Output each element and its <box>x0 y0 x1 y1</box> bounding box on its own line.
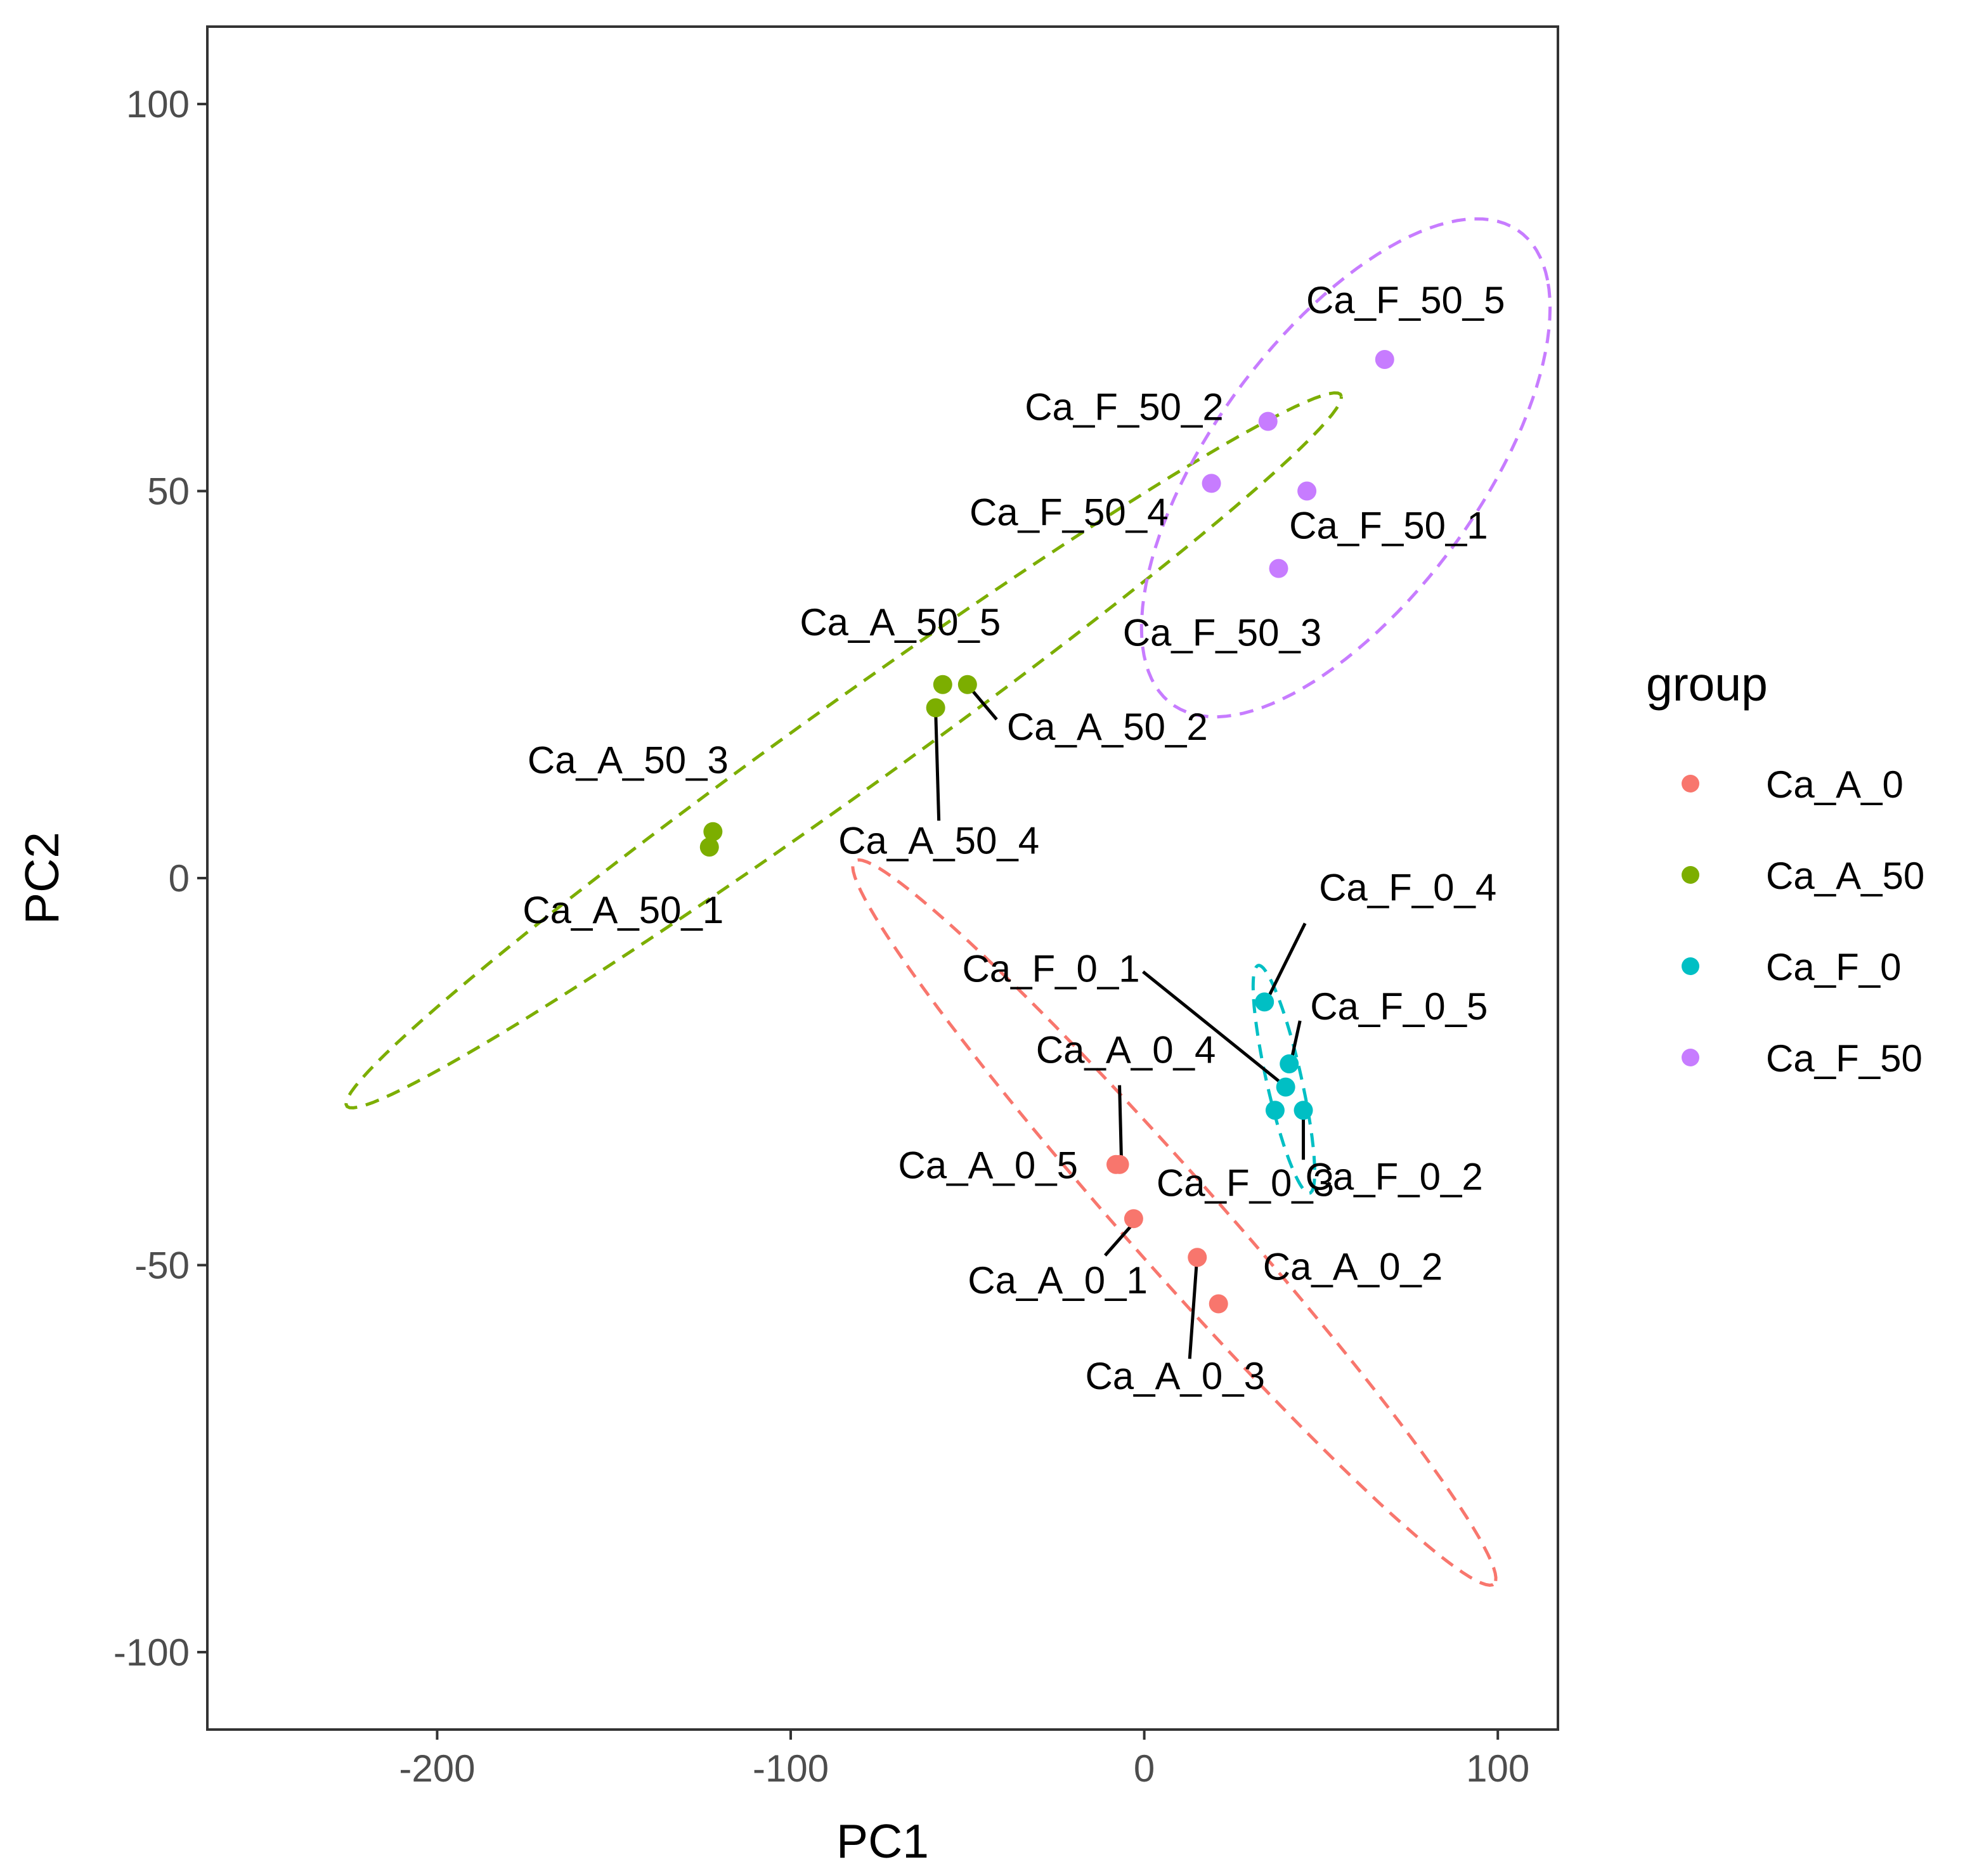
data-point-ca-f-0-1 <box>1276 1077 1295 1097</box>
point-label-ca-f-0-4: Ca_F_0_4 <box>1319 866 1496 909</box>
label-segment-ca-f-0-5 <box>1289 1020 1302 1062</box>
x-tick-label: -100 <box>753 1747 829 1790</box>
data-point-ca-a-0-5 <box>1106 1155 1126 1174</box>
x-tick-label: 100 <box>1466 1747 1529 1790</box>
data-point-ca-a-0-2 <box>1209 1294 1228 1314</box>
ellipse-ca-a-50 <box>344 391 1343 1109</box>
point-label-ca-a-50-5: Ca_A_50_5 <box>800 601 1001 644</box>
data-point-ca-a-50-1 <box>699 838 719 857</box>
point-label-ca-a-50-3: Ca_A_50_3 <box>528 739 729 782</box>
legend-label-ca-f-50: Ca_F_50 <box>1766 1037 1923 1080</box>
data-point-ca-a-0-3 <box>1188 1248 1207 1267</box>
data-point-ca-a-0-1 <box>1124 1209 1143 1229</box>
y-tick-label: 50 <box>147 470 190 513</box>
data-point-ca-f-50-1 <box>1297 481 1317 501</box>
legend-label-ca-a-50: Ca_A_50 <box>1766 855 1924 897</box>
data-point-ca-f-0-2 <box>1294 1101 1313 1120</box>
point-label-layer: Ca_A_0_1 Ca_A_0_2 Ca_A_0_3 Ca_A_0_4 Ca_A_0_5… <box>522 279 1505 1397</box>
label-segment-ca-f-0-1 <box>1142 970 1285 1086</box>
label-segment-ca-a-50-4 <box>934 711 941 821</box>
point-label-ca-a-0-3: Ca_A_0_3 <box>1085 1355 1265 1397</box>
point-label-ca-f-50-1: Ca_F_50_1 <box>1289 505 1488 547</box>
x-tick-label: 0 <box>1134 1747 1155 1790</box>
axis-layer: -200 -100 0 100 -100 -50 0 50 100 <box>113 83 1529 1790</box>
y-axis-title: PC2 <box>15 832 68 924</box>
point-label-ca-a-0-1: Ca_A_0_1 <box>968 1259 1148 1302</box>
point-label-ca-f-50-2: Ca_F_50_2 <box>1025 386 1224 429</box>
label-segment-ca-a-0-3 <box>1188 1262 1198 1359</box>
point-label-ca-a-0-4: Ca_A_0_4 <box>1036 1029 1216 1071</box>
point-label-ca-f-0-2: Ca_F_0_2 <box>1306 1155 1483 1198</box>
legend: group Ca_A_0 Ca_A_50 Ca_F_0 Ca_F_50 <box>1646 657 1924 1080</box>
data-point-ca-f-50-5 <box>1375 349 1394 369</box>
data-point-ca-f-50-4 <box>1202 474 1221 493</box>
label-segment-ca-a-0-1 <box>1104 1222 1134 1257</box>
legend-key-ca-a-50 <box>1682 866 1699 884</box>
y-tick-label: 0 <box>169 857 190 900</box>
point-label-ca-f-50-5: Ca_F_50_5 <box>1306 279 1505 321</box>
data-point-ca-f-0-3 <box>1265 1101 1285 1120</box>
ellipse-ca-a-0 <box>851 858 1498 1587</box>
legend-key-ca-a-0 <box>1682 775 1699 792</box>
point-label-ca-a-50-4: Ca_A_50_4 <box>838 819 1039 862</box>
legend-key-ca-f-0 <box>1682 957 1699 975</box>
point-label-ca-f-50-3: Ca_F_50_3 <box>1123 612 1322 654</box>
ellipse-layer <box>344 217 1552 1587</box>
ellipse-ca-f-50 <box>1139 217 1552 719</box>
point-label-ca-f-0-1: Ca_F_0_1 <box>962 948 1139 990</box>
ellipse-ca-f-0 <box>1251 964 1316 1195</box>
legend-label-ca-a-0: Ca_A_0 <box>1766 763 1903 806</box>
legend-title: group <box>1646 657 1768 711</box>
data-point-ca-f-50-3 <box>1269 559 1288 578</box>
point-label-ca-f-50-4: Ca_F_50_4 <box>970 491 1169 533</box>
data-point-ca-f-0-5 <box>1280 1054 1299 1074</box>
point-layer <box>699 349 1394 1314</box>
data-point-ca-a-50-4 <box>926 698 945 718</box>
point-label-ca-a-0-2: Ca_A_0_2 <box>1263 1246 1443 1288</box>
legend-label-ca-f-0: Ca_F_0 <box>1766 946 1901 988</box>
label-segment-ca-f-0-4 <box>1266 922 1307 1000</box>
point-label-ca-a-0-5: Ca_A_0_5 <box>898 1144 1078 1187</box>
data-point-ca-f-50-2 <box>1258 411 1278 431</box>
label-segment-layer <box>934 686 1307 1359</box>
x-axis-title: PC1 <box>836 1815 929 1868</box>
y-tick-label: -50 <box>134 1244 190 1286</box>
point-label-ca-f-0-3: Ca_F_0_3 <box>1157 1161 1334 1204</box>
data-point-ca-a-50-3 <box>703 822 723 841</box>
label-segment-ca-a-50-2 <box>968 686 998 721</box>
y-tick-label: 100 <box>126 83 190 126</box>
point-label-ca-f-0-5: Ca_F_0_5 <box>1310 985 1488 1028</box>
legend-key-ca-f-50 <box>1682 1049 1699 1066</box>
x-tick-label: -200 <box>399 1747 475 1790</box>
data-point-ca-a-50-5 <box>933 675 952 694</box>
point-label-ca-a-50-2: Ca_A_50_2 <box>1007 706 1208 748</box>
y-tick-label: -100 <box>113 1631 190 1674</box>
label-segment-ca-a-0-4 <box>1118 1085 1124 1161</box>
data-point-ca-f-0-4 <box>1255 992 1274 1012</box>
data-point-ca-a-50-2 <box>957 675 977 694</box>
point-label-ca-a-50-1: Ca_A_50_1 <box>522 889 723 931</box>
